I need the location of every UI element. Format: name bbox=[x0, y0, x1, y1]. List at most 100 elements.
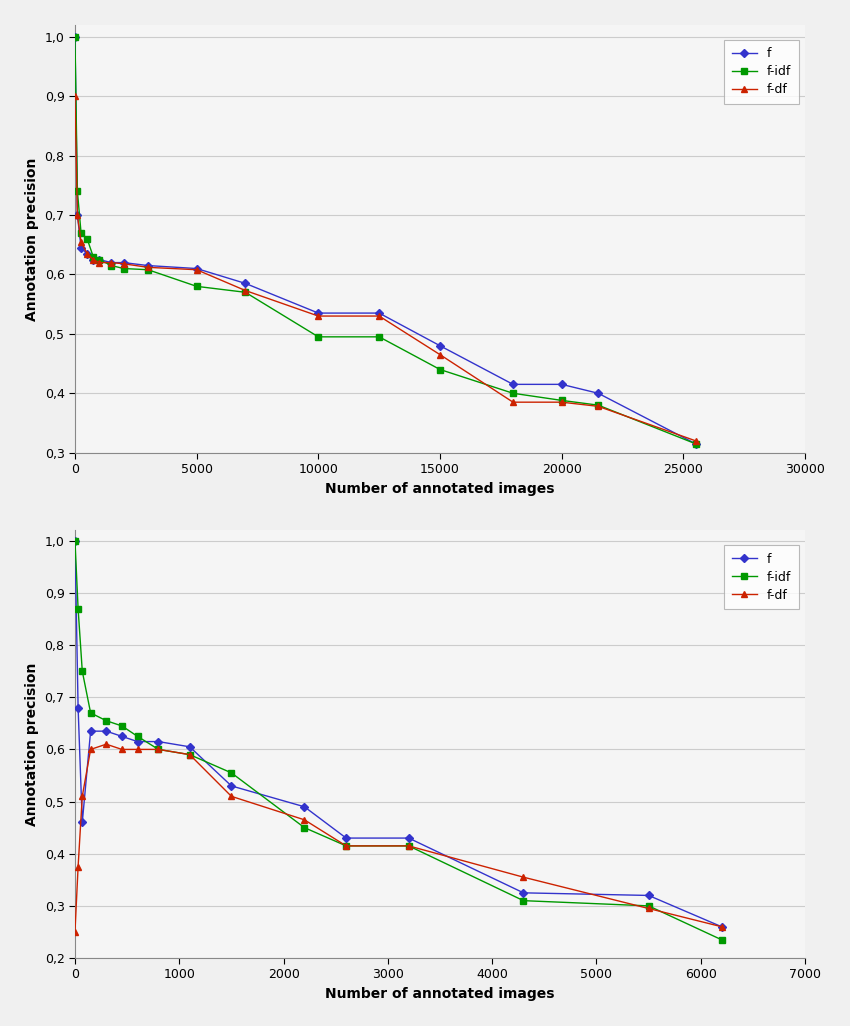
Y-axis label: Annotation precision: Annotation precision bbox=[25, 157, 39, 320]
f bbox=[191, 263, 201, 275]
f-df bbox=[690, 435, 700, 447]
f-idf bbox=[82, 233, 93, 245]
f-df bbox=[341, 839, 351, 852]
f-df bbox=[557, 396, 567, 408]
Line: f-idf: f-idf bbox=[72, 538, 724, 943]
f bbox=[690, 438, 700, 450]
f bbox=[70, 535, 80, 547]
f bbox=[226, 780, 236, 792]
f-df bbox=[643, 902, 654, 914]
f-idf bbox=[94, 253, 105, 266]
f-df bbox=[133, 743, 143, 755]
f-df bbox=[593, 400, 604, 412]
f-idf bbox=[153, 743, 163, 755]
f bbox=[153, 736, 163, 748]
f-idf bbox=[191, 280, 201, 292]
f bbox=[643, 890, 654, 902]
Line: f: f bbox=[72, 538, 724, 930]
f-df bbox=[404, 839, 414, 852]
f-idf bbox=[341, 839, 351, 852]
f bbox=[77, 817, 88, 829]
f-df bbox=[226, 790, 236, 802]
f-idf bbox=[86, 707, 96, 719]
Legend: f, f-idf, f-df: f, f-idf, f-df bbox=[724, 40, 799, 104]
f-df bbox=[518, 871, 529, 883]
f-df bbox=[70, 90, 80, 103]
Line: f-idf: f-idf bbox=[72, 34, 699, 446]
f-idf bbox=[226, 766, 236, 779]
f-df bbox=[374, 310, 384, 322]
X-axis label: Number of annotated images: Number of annotated images bbox=[326, 987, 555, 1001]
f bbox=[133, 736, 143, 748]
f-df bbox=[86, 743, 96, 755]
f-df bbox=[101, 738, 111, 750]
f-idf bbox=[72, 185, 82, 197]
f-idf bbox=[717, 934, 727, 946]
f-df bbox=[153, 743, 163, 755]
f bbox=[341, 832, 351, 844]
f bbox=[404, 832, 414, 844]
f-idf bbox=[593, 399, 604, 411]
f-df bbox=[70, 925, 80, 938]
f-idf bbox=[404, 839, 414, 852]
Line: f-df: f-df bbox=[72, 742, 724, 935]
f bbox=[82, 247, 93, 260]
f-idf bbox=[77, 665, 88, 677]
f bbox=[70, 31, 80, 43]
f-df bbox=[241, 284, 251, 297]
f-df bbox=[314, 310, 324, 322]
f-idf bbox=[116, 720, 127, 733]
f-idf bbox=[299, 822, 309, 834]
f bbox=[94, 253, 105, 266]
f bbox=[557, 379, 567, 391]
f bbox=[101, 725, 111, 738]
f-df bbox=[116, 743, 127, 755]
X-axis label: Number of annotated images: Number of annotated images bbox=[326, 481, 555, 496]
f bbox=[374, 307, 384, 319]
f-df bbox=[143, 262, 153, 274]
f bbox=[508, 379, 518, 391]
f-df bbox=[184, 749, 195, 761]
f-idf bbox=[101, 714, 111, 726]
f bbox=[435, 340, 445, 352]
f-idf bbox=[557, 394, 567, 406]
f-df bbox=[118, 258, 128, 270]
f bbox=[118, 256, 128, 269]
f-idf bbox=[508, 387, 518, 399]
f bbox=[299, 800, 309, 813]
f bbox=[72, 209, 82, 222]
f-idf bbox=[690, 438, 700, 450]
f-df bbox=[76, 236, 86, 248]
f bbox=[116, 731, 127, 743]
Line: f-df: f-df bbox=[72, 93, 699, 443]
f bbox=[106, 256, 116, 269]
f-idf bbox=[88, 250, 99, 263]
f bbox=[143, 260, 153, 272]
f bbox=[73, 702, 83, 714]
f bbox=[88, 253, 99, 266]
Y-axis label: Annotation precision: Annotation precision bbox=[25, 663, 39, 826]
f bbox=[76, 241, 86, 253]
f-df bbox=[435, 349, 445, 361]
f-idf bbox=[70, 535, 80, 547]
f-idf bbox=[241, 286, 251, 299]
f-idf bbox=[73, 602, 83, 615]
f-idf bbox=[106, 260, 116, 272]
f bbox=[184, 741, 195, 753]
f-df bbox=[106, 256, 116, 269]
f-df bbox=[717, 920, 727, 933]
f-df bbox=[94, 256, 105, 269]
f-idf bbox=[435, 363, 445, 376]
f-idf bbox=[184, 749, 195, 761]
f-df bbox=[299, 814, 309, 826]
f-df bbox=[82, 247, 93, 260]
f-idf bbox=[518, 895, 529, 907]
f-idf bbox=[643, 900, 654, 912]
f bbox=[518, 886, 529, 899]
f-df bbox=[508, 396, 518, 408]
f-idf bbox=[374, 330, 384, 343]
f bbox=[717, 920, 727, 933]
f-df bbox=[88, 253, 99, 266]
f-df bbox=[77, 790, 88, 802]
f bbox=[314, 307, 324, 319]
